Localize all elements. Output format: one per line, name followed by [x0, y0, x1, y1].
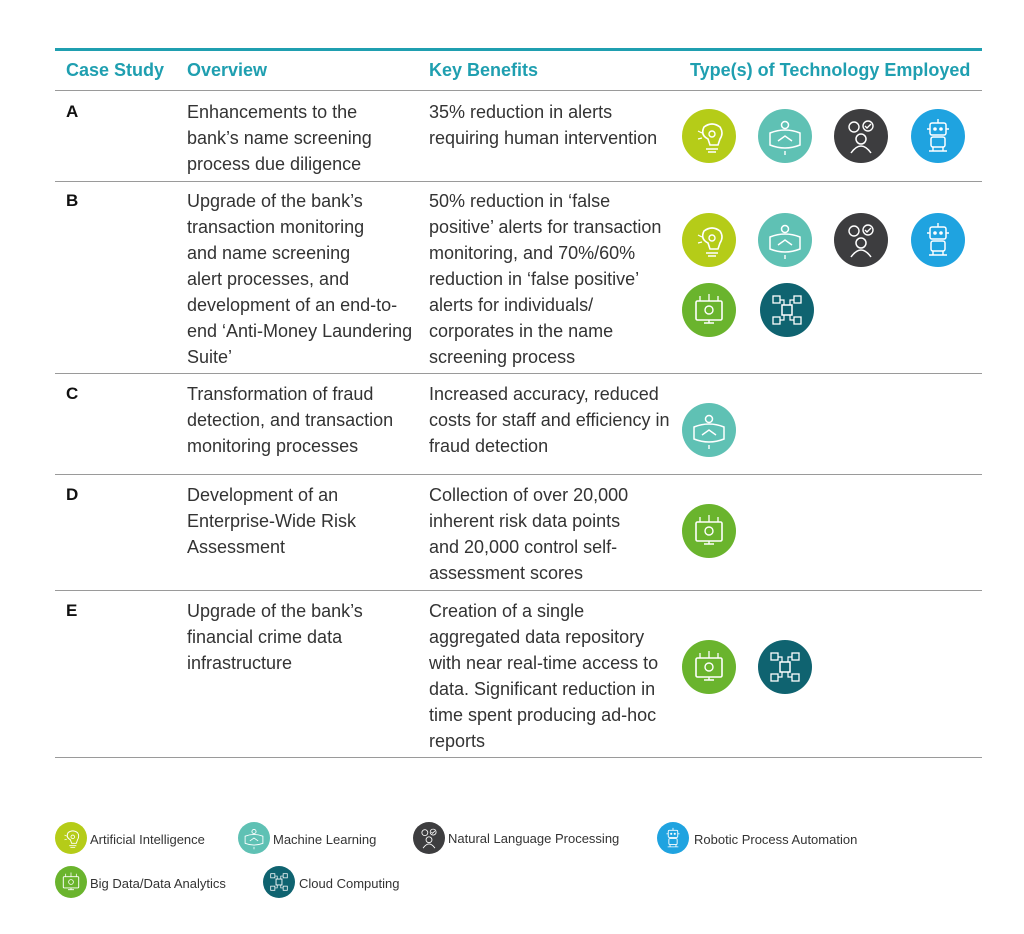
- rpa-icon: [911, 109, 965, 163]
- overview-line: monitoring processes: [187, 436, 359, 456]
- row-divider: [55, 373, 982, 374]
- overview-line: transaction monitoring: [187, 217, 365, 237]
- benefit-line: monitoring, and 70%/60%: [429, 243, 636, 263]
- ml-icon: [682, 403, 736, 457]
- header-key-benefits: Key Benefits: [429, 60, 539, 80]
- nlp-icon: [413, 822, 445, 854]
- overview-line: end ‘Anti-Money Laundering: [187, 321, 413, 341]
- overview-line: financial crime data: [187, 627, 343, 647]
- overview-cell: Transformation of fraud detection, and t…: [187, 381, 393, 459]
- case-letter: D: [66, 485, 79, 504]
- bigdata-icon: [682, 283, 736, 337]
- legend-label-ml: Machine Learning: [273, 832, 377, 847]
- overview-cell: Development of an Enterprise-Wide Risk A…: [187, 482, 356, 560]
- bigdata-icon: [682, 640, 736, 694]
- benefit-line: and 20,000 control self-: [429, 537, 618, 557]
- benefit-line: assessment scores: [429, 563, 584, 583]
- benefits-cell: 50% reduction in ‘false positive’ alerts…: [429, 188, 661, 370]
- bigdata-icon: [682, 504, 736, 558]
- overview-line: detection, and transaction: [187, 410, 394, 430]
- benefit-line: alerts for individuals/: [429, 295, 594, 315]
- benefit-line: requiring human intervention: [429, 128, 658, 148]
- case-letter: E: [66, 601, 78, 620]
- overview-cell: Upgrade of the bank’s financial crime da…: [187, 598, 363, 676]
- benefit-line: inherent risk data points: [429, 511, 621, 531]
- benefit-line: 35% reduction in alerts: [429, 102, 613, 122]
- overview-line: Upgrade of the bank’s: [187, 601, 363, 621]
- benefit-line: Increased accuracy, reduced: [429, 384, 659, 404]
- overview-line: and name screening: [187, 243, 351, 263]
- row-divider: [55, 181, 982, 182]
- overview-line: bank’s name screening: [187, 128, 372, 148]
- case-letter: A: [66, 102, 79, 121]
- ml-icon: [238, 822, 270, 854]
- overview-line: Assessment: [187, 537, 286, 557]
- overview-line: alert processes, and: [187, 269, 350, 289]
- overview-line: Development of an: [187, 485, 339, 505]
- benefit-line: Creation of a single: [429, 601, 585, 621]
- benefit-line: 50% reduction in ‘false: [429, 191, 611, 211]
- overview-line: process due diligence: [187, 154, 362, 174]
- overview-cell: Enhancements to the bank’s name screenin…: [187, 99, 372, 177]
- bigdata-icon: [55, 866, 87, 898]
- header-technology: Type(s) of Technology Employed: [690, 60, 971, 80]
- benefit-line: screening process: [429, 347, 576, 367]
- overview-line: Upgrade of the bank’s: [187, 191, 363, 211]
- benefits-cell: 35% reduction in alerts requiring human …: [429, 99, 657, 151]
- benefit-line: reduction in ‘false positive’: [429, 269, 640, 289]
- benefit-line: data. Significant reduction in: [429, 679, 656, 699]
- cloud-icon: [263, 866, 295, 898]
- ml-icon: [758, 213, 812, 267]
- benefit-line: Collection of over 20,000: [429, 485, 629, 505]
- benefit-line: aggregated data repository: [429, 627, 645, 647]
- overview-line: Enterprise-Wide Risk: [187, 511, 357, 531]
- overview-line: Suite’: [187, 347, 233, 367]
- overview-line: Enhancements to the: [187, 102, 358, 122]
- cloud-icon: [758, 640, 812, 694]
- ai-icon: [55, 822, 87, 854]
- legend-label-ai: Artificial Intelligence: [90, 832, 205, 847]
- header-case-study: Case Study: [66, 60, 165, 80]
- benefits-cell: Increased accuracy, reduced costs for st…: [429, 381, 669, 459]
- nlp-icon: [834, 213, 888, 267]
- row-divider: [55, 474, 982, 475]
- rpa-icon: [657, 822, 689, 854]
- cloud-icon: [760, 283, 814, 337]
- benefit-line: corporates in the name: [429, 321, 614, 341]
- benefit-line: positive’ alerts for transaction: [429, 217, 662, 237]
- benefits-cell: Collection of over 20,000 inherent risk …: [429, 482, 628, 586]
- row-divider: [55, 757, 982, 758]
- legend-label-rpa: Robotic Process Automation: [694, 832, 858, 847]
- benefit-line: time spent producing ad-hoc: [429, 705, 657, 725]
- legend-label-cloud: Cloud Computing: [299, 876, 400, 891]
- benefits-cell: Creation of a single aggregated data rep…: [429, 598, 658, 754]
- overview-line: development of an end-to-: [187, 295, 398, 315]
- nlp-icon: [834, 109, 888, 163]
- top-rule: [55, 48, 982, 51]
- overview-line: infrastructure: [187, 653, 293, 673]
- ai-icon: [682, 213, 736, 267]
- row-divider: [55, 90, 982, 91]
- case-letter: C: [66, 384, 79, 403]
- case-letter: B: [66, 191, 79, 210]
- benefit-line: reports: [429, 731, 486, 751]
- ai-icon: [682, 109, 736, 163]
- rpa-icon: [911, 213, 965, 267]
- overview-line: Transformation of fraud: [187, 384, 374, 404]
- ml-icon: [758, 109, 812, 163]
- legend-label-bigdata: Big Data/Data Analytics: [90, 876, 226, 891]
- overview-cell: Upgrade of the bank’s transaction monito…: [187, 188, 412, 370]
- benefit-line: costs for staff and efficiency in: [429, 410, 670, 430]
- benefit-line: fraud detection: [429, 436, 549, 456]
- row-divider: [55, 590, 982, 591]
- legend-label-nlp: Natural Language Processing: [448, 831, 620, 846]
- benefit-line: with near real-time access to: [429, 653, 659, 673]
- header-overview: Overview: [187, 60, 268, 80]
